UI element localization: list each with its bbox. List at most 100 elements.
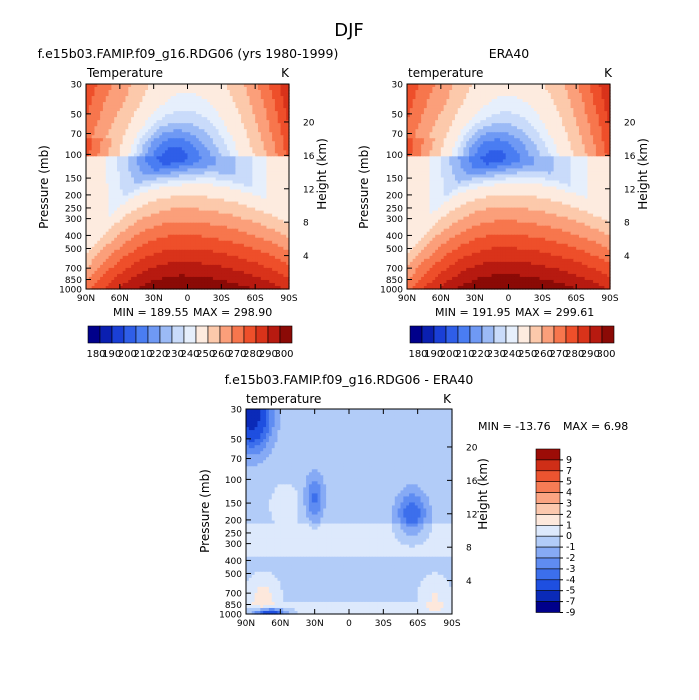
field-cell [162, 138, 166, 142]
field-cell [187, 171, 191, 176]
field-cell [187, 252, 191, 257]
field-cell [283, 276, 287, 281]
field-cell [108, 177, 112, 182]
field-cell [105, 237, 110, 242]
field-cell [108, 204, 112, 209]
field-cell [131, 126, 135, 130]
field-cell [111, 174, 115, 179]
field-cell [176, 234, 180, 239]
field-cell [111, 153, 115, 157]
field-cell [139, 201, 143, 206]
field-cell [277, 222, 282, 227]
field-cell [133, 87, 138, 91]
field-cell [274, 84, 279, 88]
field-cell [164, 246, 169, 251]
field-cell [218, 129, 222, 133]
field-cell [272, 210, 276, 215]
field-cell [119, 174, 124, 179]
field-cell [243, 180, 248, 185]
field-cell [263, 84, 268, 88]
field-cell [114, 111, 118, 115]
field-cell [125, 84, 129, 88]
field-cell [232, 105, 237, 109]
field-cell [229, 213, 234, 218]
field-cell [274, 96, 279, 100]
field-cell [269, 255, 273, 260]
field-cell [153, 201, 158, 206]
field-cell [280, 177, 284, 182]
field-cell [243, 135, 248, 139]
field-cell [246, 204, 251, 209]
field-cell [280, 135, 284, 139]
field-cell [159, 258, 163, 263]
field-cell [218, 255, 222, 260]
field-cell [102, 99, 107, 103]
field-cell [148, 279, 152, 284]
field-cell [238, 87, 242, 91]
field-cell [148, 246, 152, 251]
field-cell [108, 222, 112, 227]
field-cell [125, 156, 129, 160]
field-cell [221, 237, 225, 242]
field-cell [207, 123, 211, 127]
field-cell [102, 237, 107, 242]
field-cell [283, 114, 287, 118]
field-cell [119, 186, 124, 191]
field-cell [150, 285, 155, 290]
field-cell [111, 114, 115, 118]
field-cell [243, 213, 248, 218]
field-cell [226, 249, 231, 254]
field-cell [122, 117, 127, 121]
field-cell [226, 132, 231, 136]
field-cell [232, 261, 237, 266]
field-cell [274, 240, 279, 245]
field-cell [91, 180, 96, 185]
field-cell [187, 234, 191, 239]
field-cell [105, 285, 110, 290]
field-cell [272, 282, 276, 287]
field-cell [272, 177, 276, 182]
field-cell [249, 177, 253, 182]
field-cell [159, 171, 163, 176]
field-cell [266, 237, 270, 242]
field-cell [190, 213, 194, 218]
field-cell [131, 138, 135, 142]
field-cell [229, 156, 234, 160]
field-cell [184, 180, 189, 185]
field-cell [179, 132, 183, 136]
field-cell [229, 204, 234, 209]
field-cell [145, 264, 149, 269]
field-cell [187, 135, 191, 139]
field-cell [150, 240, 155, 245]
field-cell [255, 258, 259, 263]
field-cell [235, 258, 239, 263]
field-cell [133, 165, 138, 170]
field-cell [139, 183, 143, 188]
field-cell [204, 189, 208, 194]
field-cell [193, 216, 197, 221]
field-cell [122, 144, 127, 148]
field-cell [179, 84, 183, 88]
field-cell [128, 93, 132, 97]
field-cell [195, 246, 200, 251]
field-cell [184, 105, 189, 109]
field-cell [280, 201, 284, 206]
field-cell [283, 207, 287, 212]
field-cell [114, 243, 118, 248]
field-cell [187, 84, 191, 88]
field-cell [119, 210, 124, 215]
field-cell [243, 129, 248, 133]
field-cell [102, 93, 107, 97]
field-cell [266, 264, 270, 269]
field-cell [257, 231, 262, 236]
field-cell [252, 168, 256, 173]
field-cell [212, 237, 217, 242]
field-cell [221, 207, 225, 212]
field-cell [179, 198, 183, 203]
field-cell [136, 228, 141, 233]
field-cell [184, 183, 189, 188]
field-cell [173, 108, 177, 112]
field-cell [198, 270, 203, 275]
field-cell [229, 132, 234, 136]
field-cell [286, 258, 290, 263]
